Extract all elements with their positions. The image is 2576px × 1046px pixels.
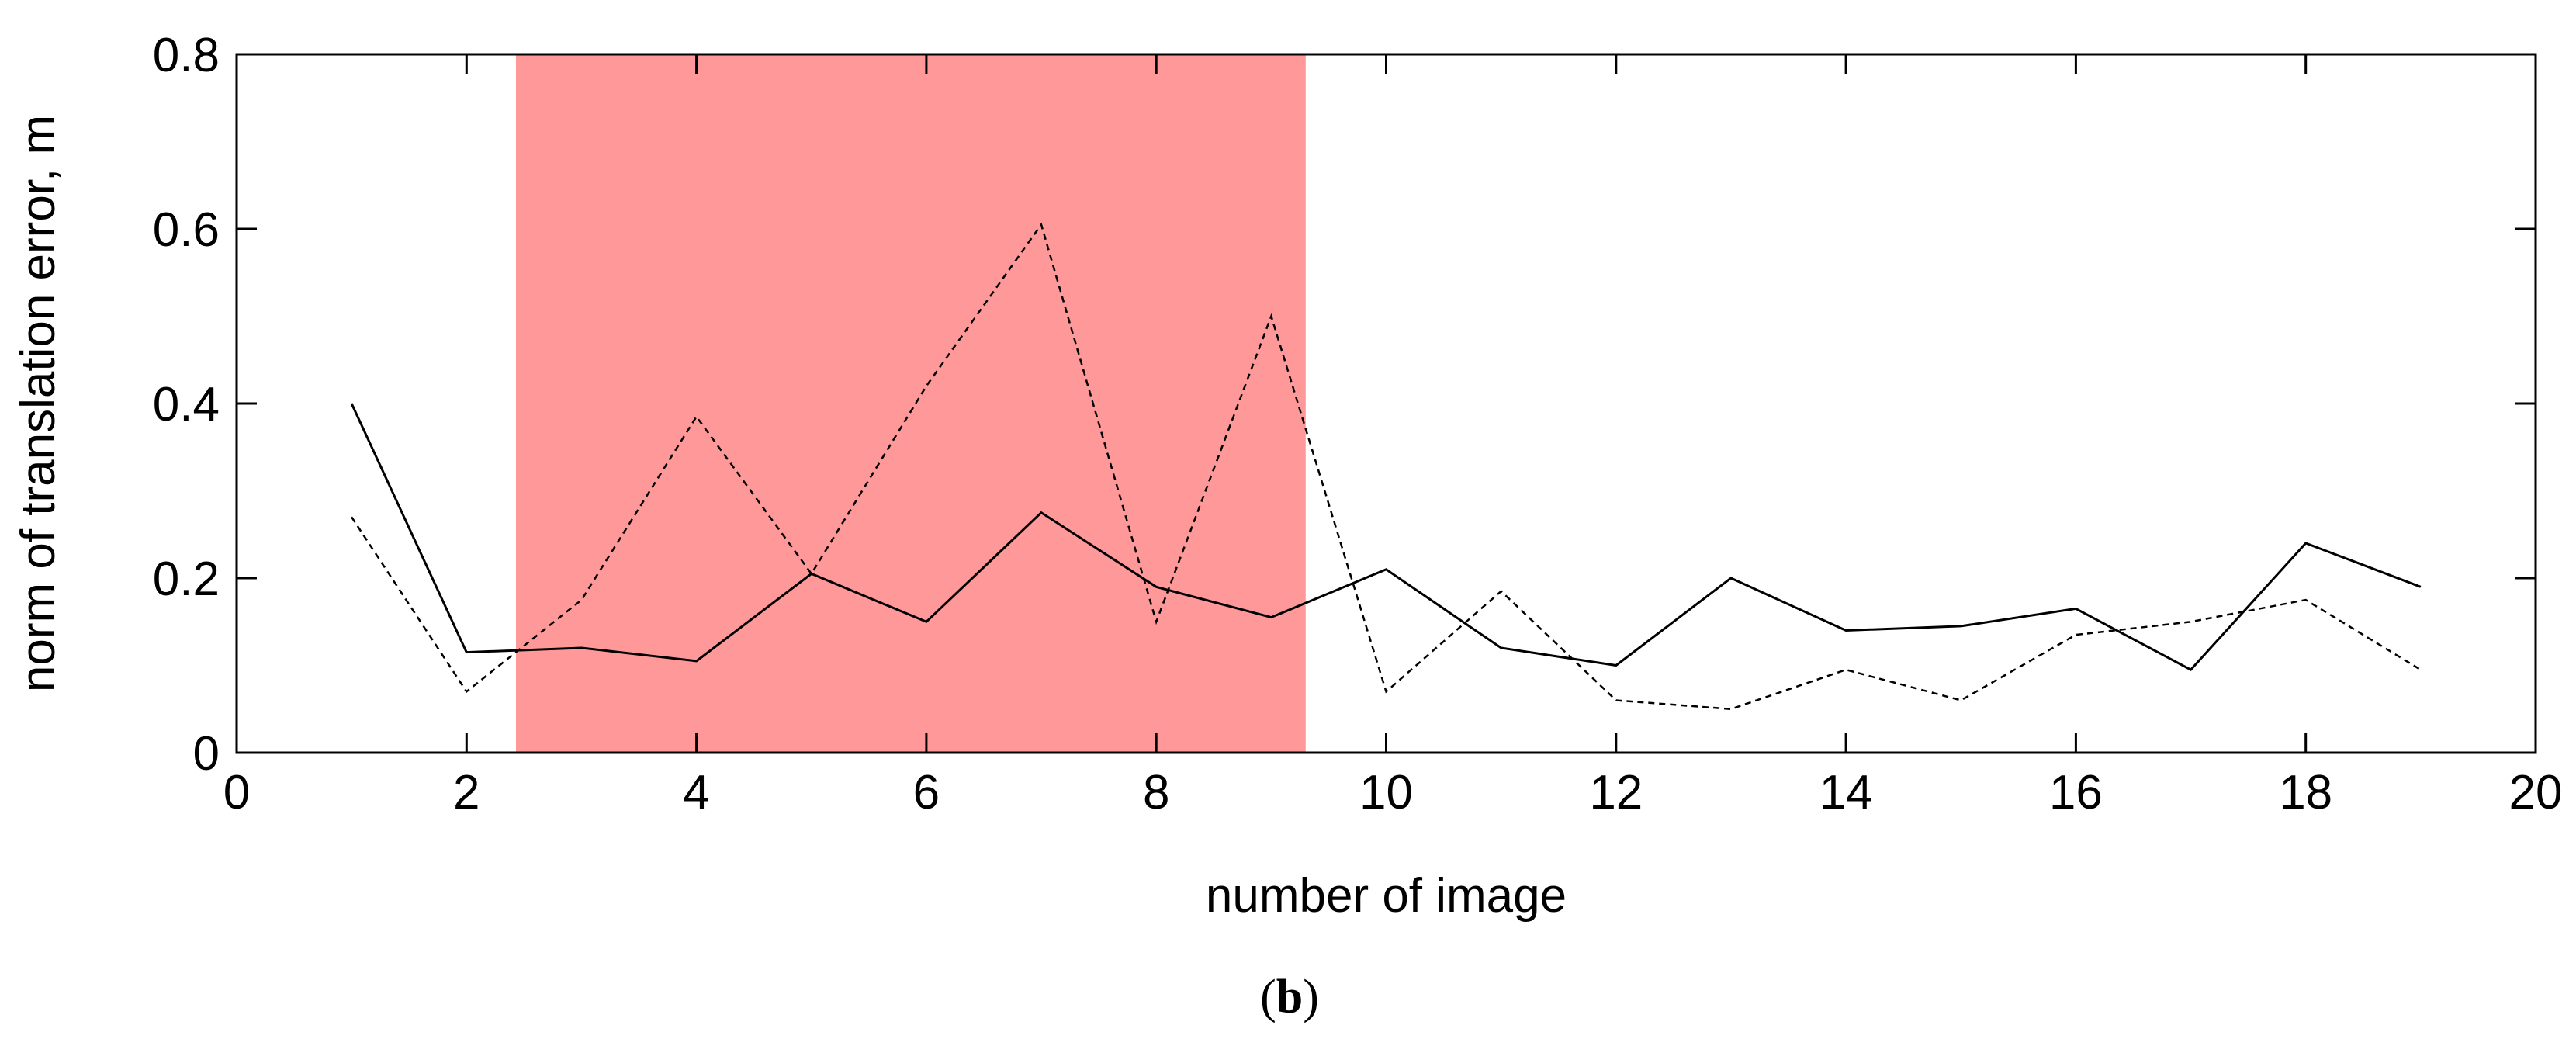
series-line-1-solid: [350, 403, 2422, 671]
x-tick-label: 8: [1143, 766, 1169, 819]
tick-layer: 0 2 4 6 8 10 12 14 16 18 20 0 0.2 0.4 0.6 0.8: [153, 29, 2563, 819]
caption-letter: b: [1276, 971, 1303, 1023]
x-tick-label: 14: [1819, 766, 1873, 819]
y-tick-label: 0.2: [153, 552, 220, 606]
series-layer: [350, 222, 2422, 711]
x-tick-label: 2: [453, 766, 480, 819]
x-tick-label: 20: [2509, 766, 2563, 819]
series-line-2-dashed: [351, 222, 2422, 711]
x-tick-label: 4: [683, 766, 709, 819]
y-tick-label: 0.6: [153, 203, 220, 257]
x-tick-label: 6: [913, 766, 940, 819]
y-axis-label: norm of translation error, m: [12, 115, 65, 692]
x-tick-label: 18: [2279, 766, 2332, 819]
x-tick-label: 10: [1359, 766, 1413, 819]
x-tick-label: 12: [1589, 766, 1643, 819]
y-tick-label: 0.4: [153, 378, 220, 431]
y-tick-label: 0: [193, 727, 220, 781]
figure-caption: (b): [1260, 971, 1319, 1023]
x-tick-label: 0: [223, 766, 250, 819]
x-axis-label: number of image: [1206, 869, 1567, 923]
caption-close-paren: ): [1303, 971, 1319, 1023]
caption-open-paren: (: [1260, 971, 1276, 1023]
y-tick-label: 0.8: [153, 29, 220, 82]
highlight-region-layer: [516, 54, 1306, 753]
x-tick-label: 16: [2049, 766, 2103, 819]
highlight-region: [516, 54, 1306, 753]
